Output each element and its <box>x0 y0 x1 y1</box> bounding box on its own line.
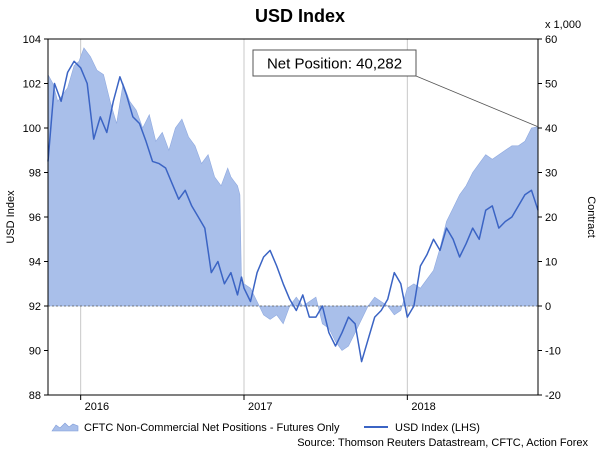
y2-tick-label-20: 20 <box>545 212 557 224</box>
y-tick-label-104: 104 <box>23 34 41 46</box>
y2-tick-label-0: 0 <box>545 301 551 313</box>
y-tick-label-102: 102 <box>23 79 41 91</box>
x-tick-label-2016: 2016 <box>85 401 109 413</box>
callout-label: Net Position: 40,282 <box>267 56 402 73</box>
right-axis-title: Contract <box>585 196 597 238</box>
net-position-area-shape <box>47 47 539 351</box>
x-tick-label-2018: 2018 <box>411 401 435 413</box>
y2-tick-label-40: 40 <box>545 123 557 135</box>
left-axis-ticks: 88 90 92 94 96 98 100 102 104 <box>23 34 48 402</box>
legend-swatch-net-positions <box>51 422 79 432</box>
y2-tick-label--10: -10 <box>545 346 561 358</box>
y-tick-label-100: 100 <box>23 123 41 135</box>
y-tick-label-98: 98 <box>29 168 41 180</box>
left-axis-title: USD Index <box>5 190 17 244</box>
right-axis-unit: x 1,000 <box>545 19 581 31</box>
y-tick-label-92: 92 <box>29 301 41 313</box>
y-tick-label-88: 88 <box>29 390 41 402</box>
x-axis-ticks: 2016 2017 2018 <box>80 395 436 413</box>
y-tick-label-90: 90 <box>29 346 41 358</box>
usd-index-line <box>47 60 539 363</box>
net-position-callout: Net Position: 40,282 <box>252 49 539 128</box>
legend-label-net-positions: CFTC Non-Commercial Net Positions - Futu… <box>84 422 340 434</box>
legend-label-usd-index: USD Index (LHS) <box>395 422 480 434</box>
y-tick-label-94: 94 <box>29 257 41 269</box>
y2-tick-label-60: 60 <box>545 34 557 46</box>
y2-tick-label-30: 30 <box>545 168 557 180</box>
callout-box <box>252 49 417 77</box>
y2-tick-label--20: -20 <box>545 390 561 402</box>
y-tick-label-96: 96 <box>29 212 41 224</box>
y2-tick-label-50: 50 <box>545 79 557 91</box>
net-position-area <box>47 47 539 351</box>
source-note: Source: Thomson Reuters Datastream, CFTC… <box>297 437 588 449</box>
legend: CFTC Non-Commercial Net Positions - Futu… <box>51 422 480 434</box>
chart-title: USD Index <box>255 6 345 26</box>
right-axis-ticks: -20 -10 0 10 20 30 40 50 60 <box>538 34 561 402</box>
y2-tick-label-10: 10 <box>545 257 557 269</box>
x-tick-label-2017: 2017 <box>248 401 272 413</box>
usd-index-series-line <box>47 60 539 363</box>
callout-leader <box>415 75 539 128</box>
